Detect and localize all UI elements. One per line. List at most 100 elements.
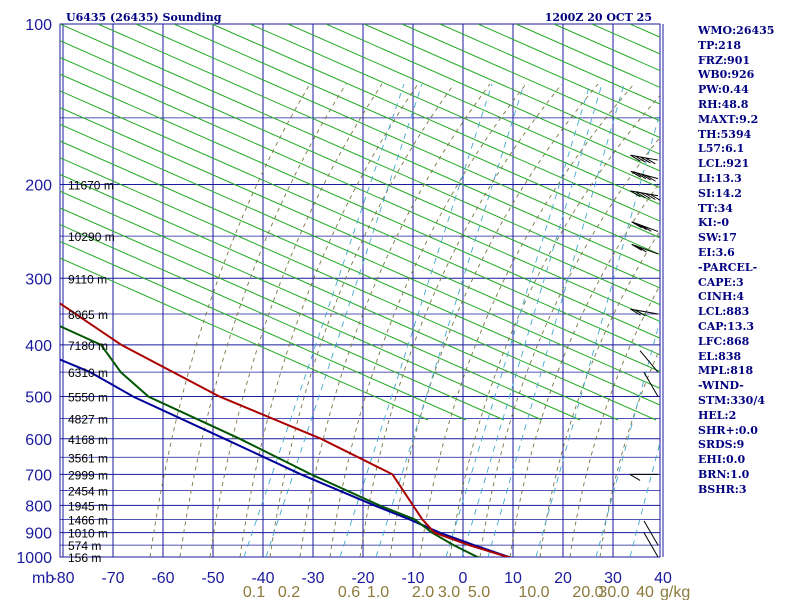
pressure-tick-label: 600: [25, 432, 52, 449]
mixing-ratio-line: [375, 83, 525, 557]
wind-barb-flag: [629, 474, 641, 481]
index-item: WMO:26435: [698, 24, 775, 37]
dry-adiabat: [249, 24, 660, 205]
index-item: TH:5394: [698, 127, 752, 141]
temperature-tick-label: -20: [351, 570, 374, 587]
wind-barb-flag: [645, 157, 656, 165]
height-label: 4168 m: [68, 433, 108, 447]
temperature-tick-label: -70: [101, 570, 124, 587]
mixing-ratio-line: [445, 83, 591, 557]
index-item: RH:48.8: [698, 97, 749, 111]
mixing-ratio-lines: [243, 83, 660, 557]
index-item: LCL:883: [698, 305, 750, 319]
index-item: TP:218: [698, 38, 742, 52]
mixing-ratio-line: [243, 83, 405, 557]
dry-adiabat: [60, 140, 660, 406]
moist-adiabat: [479, 136, 660, 557]
mixing-ratio-line: [535, 110, 660, 557]
moist-adiabat: [539, 230, 660, 557]
dry-adiabat: [60, 56, 660, 322]
dry-adiabat: [60, 40, 660, 306]
index-item: WB0:926: [698, 68, 755, 82]
mixing-ratio-label: 3.0: [438, 584, 460, 600]
wind-barb: [630, 190, 661, 201]
dry-adiabat: [97, 24, 660, 272]
index-item: BRN:1.0: [698, 467, 750, 481]
height-label: 1945 m: [68, 499, 108, 513]
parcel-line: [60, 358, 513, 557]
dry-adiabat: [363, 24, 660, 155]
temperature-tick-label: 40: [654, 570, 672, 587]
temperature-tick-label: 30: [604, 570, 622, 587]
index-item: KI:-0: [698, 216, 729, 230]
moist-adiabat: [299, 83, 491, 557]
wind-barb: [631, 221, 659, 232]
wind-barb: [630, 170, 659, 182]
index-item: FRZ:901: [698, 53, 751, 67]
index-item: TT:34: [698, 201, 733, 215]
height-label: 4827 m: [68, 413, 108, 427]
wind-barb-flag: [635, 191, 646, 199]
wind-barb-flag: [630, 170, 642, 178]
wind-barb-flag: [636, 245, 647, 253]
height-label: 10290 m: [68, 230, 115, 244]
dry-adiabat: [60, 240, 467, 421]
mixing-ratio-label: 1.0: [367, 584, 389, 600]
index-item: PW:0.44: [698, 83, 749, 97]
index-item: CINH:4: [698, 290, 745, 304]
wind-barb: [631, 243, 659, 255]
wind-barb-shaft: [630, 154, 659, 161]
moist-adiabat: [149, 83, 311, 557]
height-label: 5550 m: [68, 391, 108, 405]
mixing-ratio-line: [629, 440, 660, 557]
height-label: 2454 m: [68, 484, 108, 498]
moist-adiabat: [509, 181, 660, 557]
height-label: 1010 m: [68, 527, 108, 541]
temperature-line: [60, 302, 512, 557]
mixing-ratio-line: [265, 83, 423, 557]
moist-adiabat: [569, 284, 660, 557]
mixing-ratio-label: 0.6: [338, 584, 360, 600]
pressure-unit-label: mb: [32, 570, 54, 587]
moist-adiabat: [419, 83, 635, 557]
index-item: MAXT:9.2: [698, 112, 759, 126]
dry-adiabat: [477, 24, 660, 105]
temperature-tick-label: 10: [504, 570, 522, 587]
pressure-tick-label: 300: [25, 271, 52, 288]
temperature-tick-label: -30: [301, 570, 324, 587]
wind-barb: [630, 154, 659, 165]
wind-barb-flag: [636, 223, 647, 231]
wind-barbs: [629, 154, 661, 558]
pressure-tick-label: 200: [25, 177, 52, 194]
height-label: 156 m: [68, 551, 101, 565]
temperature-tick-label: -10: [401, 570, 424, 587]
dry-adiabat: [135, 24, 660, 256]
height-label: 1466 m: [68, 513, 108, 527]
dry-adiabat: [60, 157, 657, 421]
wind-barb-flag: [630, 308, 641, 316]
index-item: MPL:818: [698, 364, 754, 378]
pressure-tick-label: 100: [25, 17, 52, 34]
wind-barb-flag: [631, 243, 642, 251]
wind-barb: [629, 473, 658, 481]
temperature-tick-label: -80: [51, 570, 74, 587]
mixing-ratio-line: [339, 83, 493, 557]
wind-barb-shaft: [631, 221, 659, 232]
wind-barb-flag: [635, 172, 647, 180]
moist-adiabats: [149, 83, 660, 557]
dry-adiabat: [401, 24, 660, 139]
wind-barb-flag: [640, 224, 652, 232]
mixing-ratio-line: [595, 318, 660, 557]
moist-adiabat: [179, 83, 347, 557]
dry-adiabat: [60, 173, 619, 421]
temperature-tick-label: 0: [459, 570, 468, 587]
mixing-ratio-label: 20.0: [572, 584, 603, 600]
wind-barb-shaft: [631, 243, 659, 255]
temperature-tick-label: 20: [554, 570, 572, 587]
index-item: EI:3.6: [698, 245, 735, 259]
wind-barb-shaft: [630, 190, 659, 197]
index-item: HEL:2: [698, 408, 737, 422]
